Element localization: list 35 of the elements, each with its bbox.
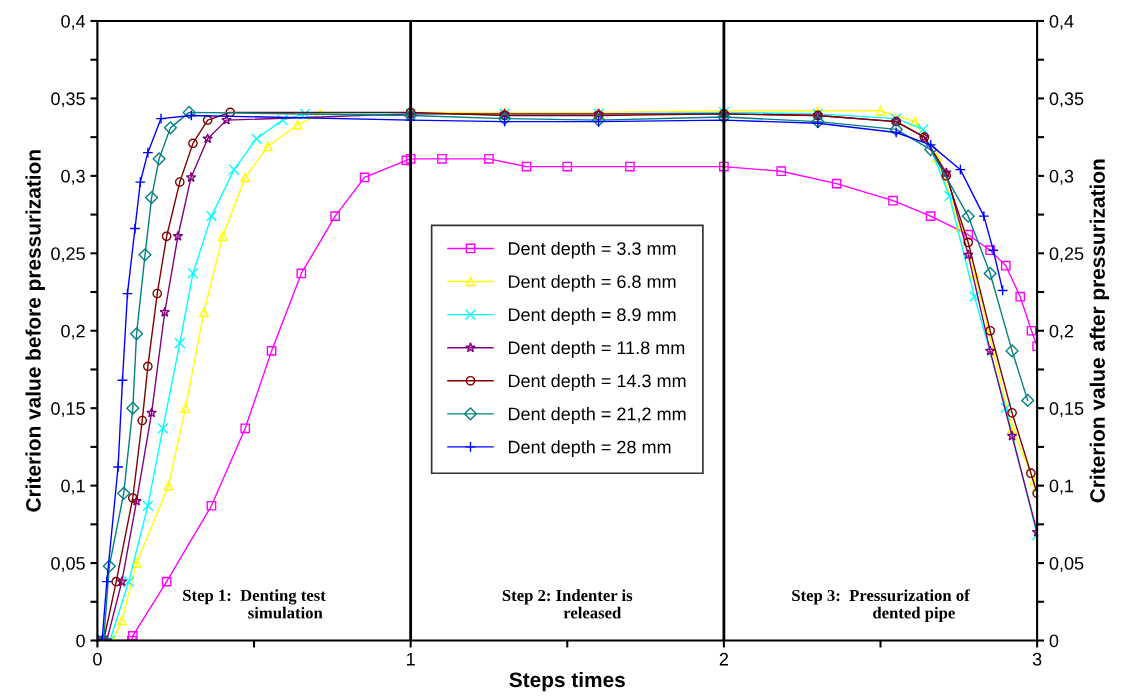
annotation: Step 2: Indenter is released (502, 589, 633, 619)
y-tick-label: 0,35 (51, 92, 85, 108)
legend-label: Dent depth = 3.3 mm (508, 241, 676, 259)
y2-tick-label: 0,05 (1049, 557, 1084, 572)
annotation: Step 1: Denting test simulation (183, 589, 326, 619)
x-tick-label: 3 (1032, 652, 1042, 666)
y2-tick-label: 0,25 (1049, 247, 1084, 263)
y-tick-label: 0,4 (61, 14, 86, 30)
y-tick-label: 0,25 (51, 247, 85, 263)
y-tick-label: 0,15 (51, 402, 85, 418)
y-tick-label: 0,05 (51, 557, 85, 572)
y-tick-label: 0,2 (61, 324, 85, 340)
y-axis-title: Criterion value before pressurization (25, 150, 45, 512)
legend-label: Dent depth = 8.9 mm (508, 307, 676, 325)
x-tick-label: 0 (93, 652, 102, 666)
x-tick-label: 1 (407, 652, 415, 666)
y2-tick-label: 0,4 (1049, 14, 1074, 30)
legend-label: Dent depth = 21,2 mm (508, 407, 686, 424)
y-tick-label: 0,1 (61, 479, 85, 495)
y-tick-label: 0 (76, 634, 85, 648)
annotation: Step 3: Pressurization of dented pipe (792, 589, 970, 622)
y2-tick-label: 0 (1049, 634, 1059, 648)
x-tick-label: 2 (719, 652, 728, 666)
legend-label: Dent depth = 14.3 mm (508, 374, 686, 391)
y2-tick-label: 0,15 (1049, 402, 1084, 418)
legend-label: Dent depth = 6.8 mm (508, 274, 676, 292)
y-tick-label: 0,3 (61, 169, 85, 185)
y2-tick-label: 0,35 (1049, 92, 1084, 108)
y2-tick-label: 0,2 (1049, 324, 1074, 340)
y2-tick-label: 0,3 (1049, 169, 1074, 185)
x-axis-title: Steps times (509, 671, 625, 692)
legend-label: Dent depth = 28 mm (508, 440, 671, 457)
y2-axis-title: Criterion value after pressurization (1089, 159, 1110, 503)
y2-tick-label: 0,1 (1049, 479, 1074, 495)
legend-label: Dent depth = 11.8 mm (508, 340, 685, 358)
